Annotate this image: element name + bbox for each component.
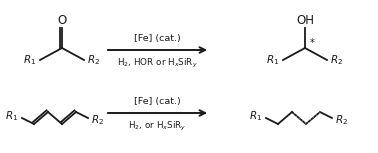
Text: *: * [310,38,314,48]
Text: [Fe] (cat.): [Fe] (cat.) [134,34,181,43]
Text: R$_2$: R$_2$ [335,113,349,127]
Text: R$_1$: R$_1$ [5,109,19,123]
Text: R$_1$: R$_1$ [266,53,280,67]
Text: OH: OH [296,15,314,28]
Text: R$_1$: R$_1$ [249,109,263,123]
Text: R$_2$: R$_2$ [330,53,344,67]
Text: [Fe] (cat.): [Fe] (cat.) [134,97,181,106]
Text: H$_2$, HOR or H$_x$SiR$_y$: H$_2$, HOR or H$_x$SiR$_y$ [117,57,198,70]
Text: R$_1$: R$_1$ [23,53,37,67]
Text: H$_2$, or H$_x$SiR$_y$: H$_2$, or H$_x$SiR$_y$ [128,120,187,133]
Text: O: O [57,15,67,28]
Text: R$_2$: R$_2$ [91,113,105,127]
Text: R$_2$: R$_2$ [87,53,101,67]
